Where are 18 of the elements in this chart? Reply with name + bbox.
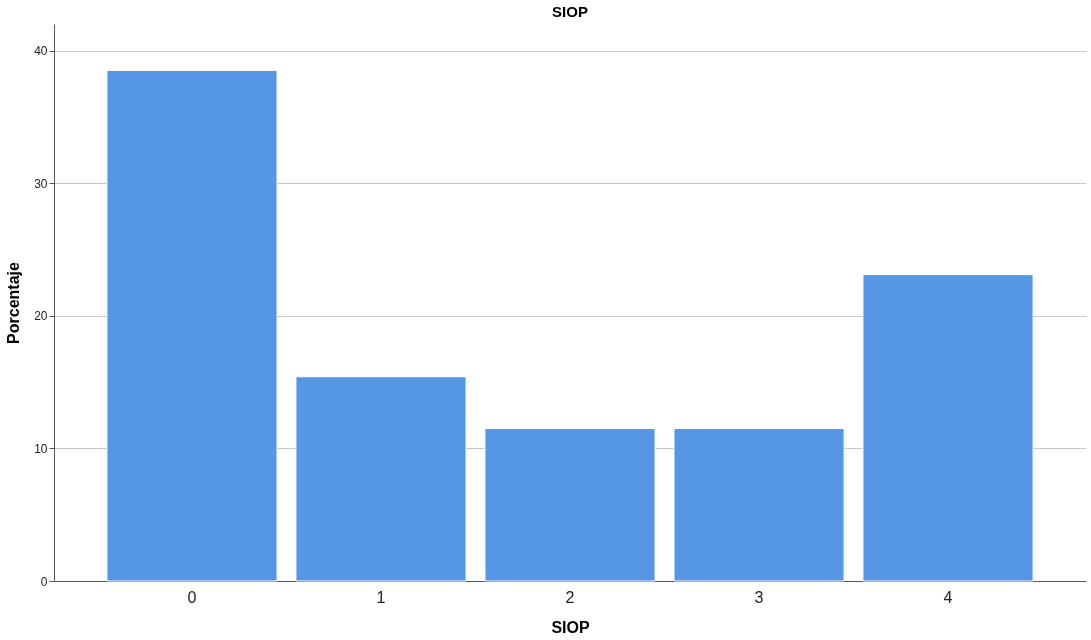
- bar: [484, 427, 656, 582]
- y-tick-label: 10: [34, 441, 48, 456]
- bar: [295, 376, 467, 582]
- x-tick-label: 1: [376, 588, 386, 606]
- y-tick-label: 0: [40, 574, 48, 589]
- x-axis-title: SIOP: [551, 618, 590, 636]
- chart-title: SIOP: [552, 3, 588, 20]
- x-tick-label: 4: [943, 588, 953, 606]
- bar: [862, 274, 1034, 582]
- x-tick-label: 0: [187, 588, 197, 606]
- y-tick-label: 30: [34, 176, 48, 191]
- x-tick-label: 2: [565, 588, 575, 606]
- y-tick-label: 20: [34, 309, 48, 324]
- bar: [673, 427, 845, 582]
- y-axis-title: Porcentaje: [5, 261, 23, 344]
- x-tick-label: 3: [754, 588, 764, 606]
- y-tick-label: 40: [34, 44, 48, 59]
- bar: [106, 69, 278, 582]
